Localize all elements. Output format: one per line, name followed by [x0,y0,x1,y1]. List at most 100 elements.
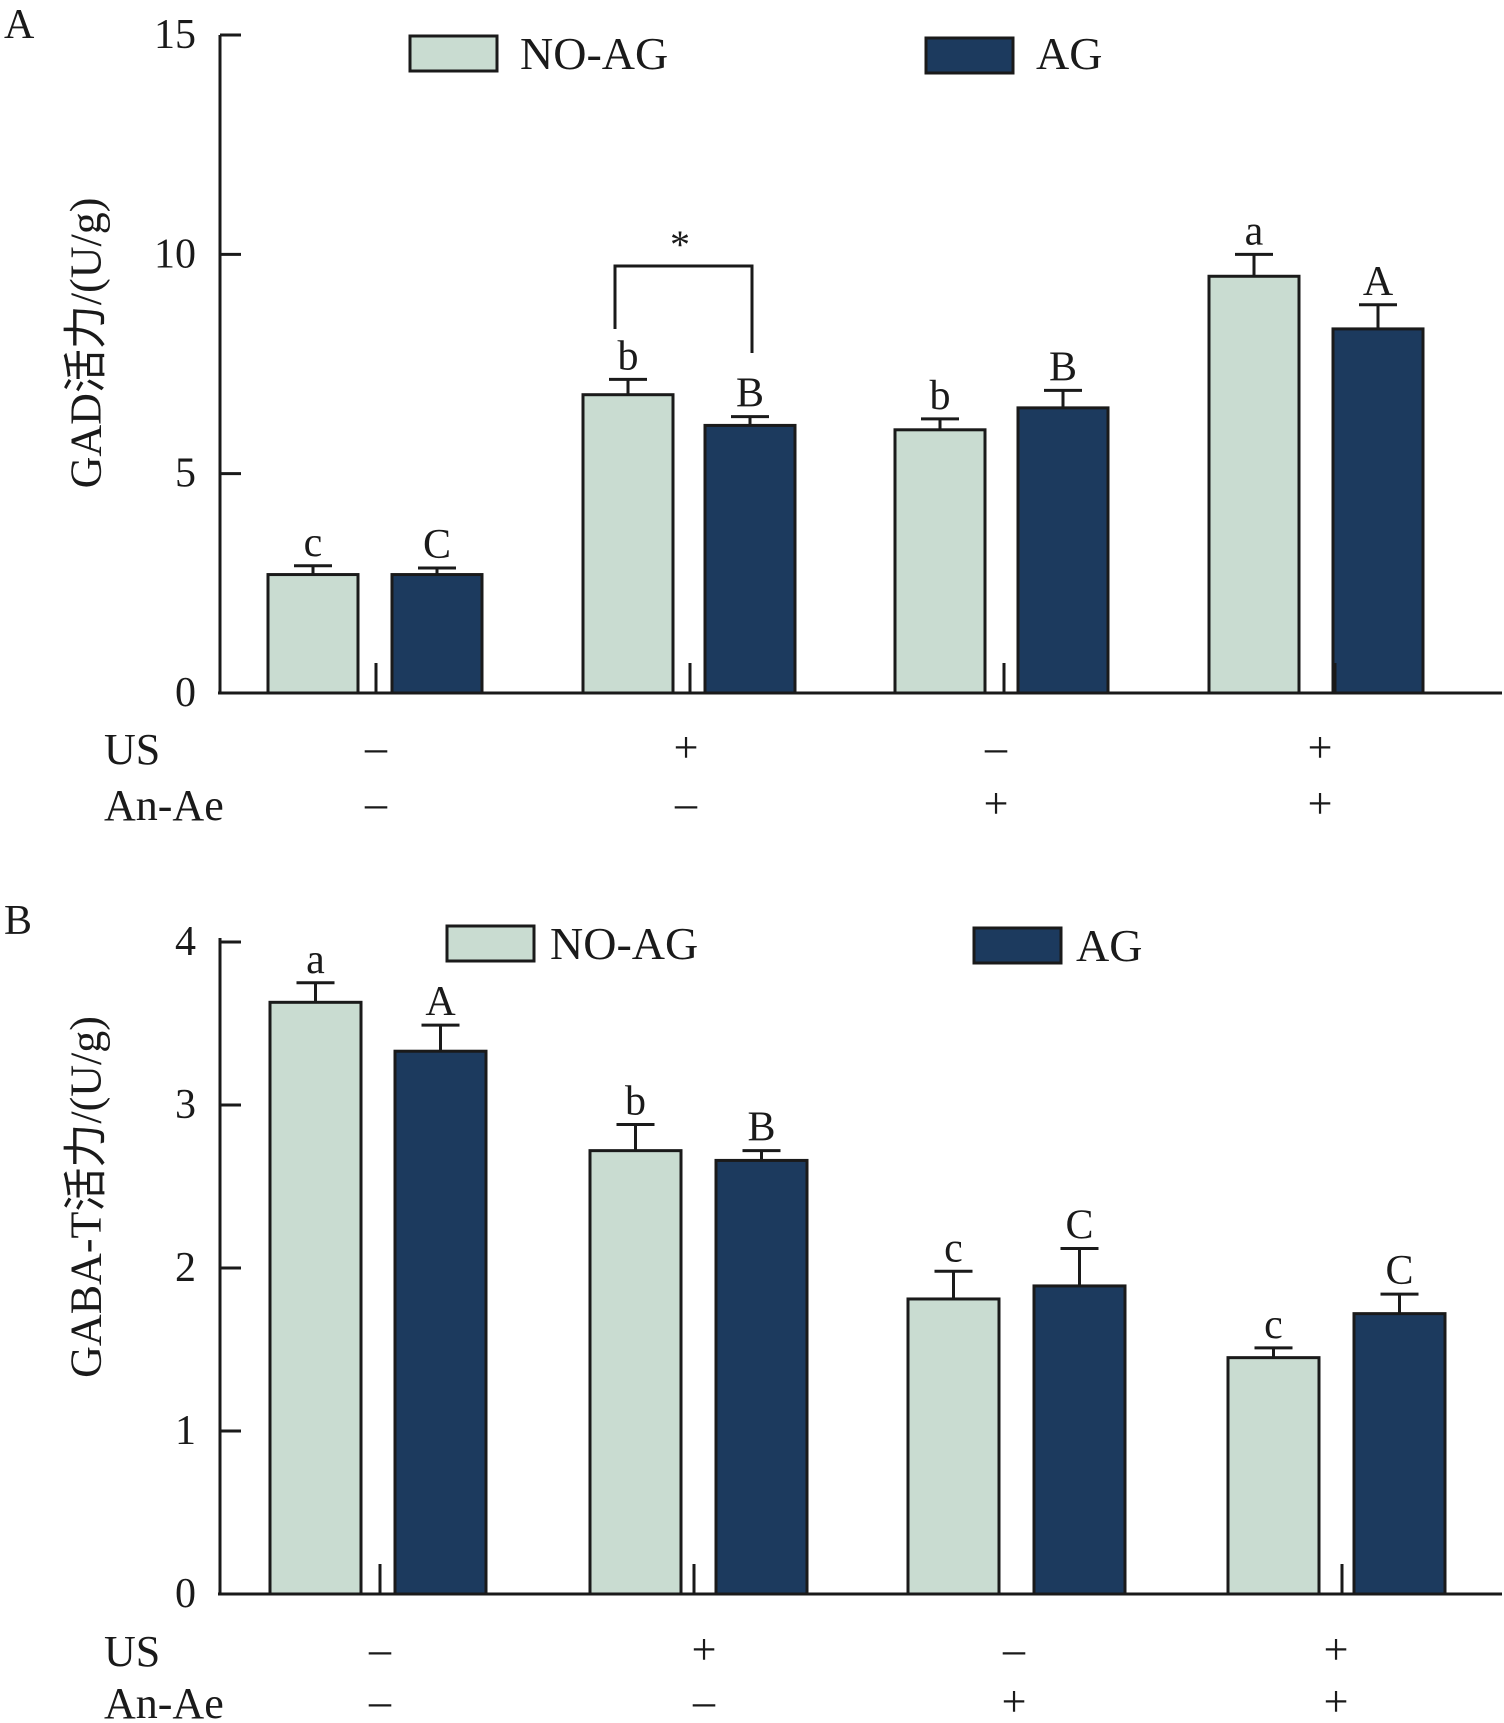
bar-a-s0-c0 [266,573,360,695]
bar-a-s1-c3 [1331,327,1425,695]
sig-letter-b-s1-c1: B [747,1105,775,1151]
sig-letter-a-s1-c0: C [423,522,451,568]
condition-sign-b-anae-3: + [1002,1677,1027,1723]
sig-letter-b-s0-c0: a [306,937,325,983]
error-bar-b-s0-c1 [616,1123,655,1151]
condition-label-b-us: US [104,1627,160,1676]
sig-letter-b-s1-c0: A [425,979,456,1025]
panel-b: B GABA-T活力/(U/g) 0 1 2 3 4 a b c c A B C C NO-AG AG… [4,898,1502,1723]
conditions-a: US An-Ae – + – + – – + + [104,723,1332,830]
sig-letter-a-s0-c0: c [304,520,323,566]
error-bar-b-s1-c3 [1380,1292,1419,1314]
panel-label-a: A [4,2,35,48]
legend-swatch-a-no-ag [408,34,499,73]
significance-star-a: * [670,222,690,267]
error-bar-a-s0-c0 [294,564,332,575]
bars-b [268,981,1447,1596]
bar-b-s0-c2 [906,1297,1001,1596]
bar-b-s1-c1 [714,1158,809,1596]
condition-sign-b-us-3: – [1002,1625,1026,1674]
error-bar-a-s0-c1 [609,377,647,395]
condition-sign-b-anae-4: + [1324,1677,1349,1723]
legend-swatch-b-ag [972,926,1063,965]
sig-letter-a-s0-c3: a [1245,208,1264,254]
x-axis-separators-a [374,663,1337,693]
condition-sign-b-anae-2: – [692,1677,716,1723]
y-tick-label-b-4: 4 [175,919,196,965]
bar-labels-b: a b c c A B C C [306,937,1413,1348]
conditions-b: US An-Ae – + – + – – + + [104,1625,1348,1723]
y-axis-ticks-b: 0 1 2 3 4 [175,919,241,1617]
condition-sign-a-anae-3: + [984,779,1009,828]
bar-b-s0-c0 [268,1000,363,1596]
error-bar-b-s0-c2 [934,1269,973,1299]
sig-letter-b-s0-c3: c [1264,1302,1283,1348]
condition-sign-a-anae-4: + [1308,779,1333,828]
condition-sign-a-us-4: + [1308,723,1333,772]
panel-a: A GAD活力/(U/g) 0 5 10 15 c b b a C B B A * NO-AG AG… [4,2,1502,830]
legend-label-b-no-ag: NO-AG [550,918,698,969]
error-bar-a-s1-c0 [418,566,456,575]
sig-letter-a-s1-c2: B [1049,344,1077,390]
condition-label-b-anae: An-Ae [104,1679,224,1723]
error-bar-a-s1-c3 [1359,303,1397,329]
y-axis-ticks-a: 0 5 10 15 [154,12,241,716]
condition-sign-a-us-1: – [364,723,388,772]
condition-label-a-anae: An-Ae [104,781,224,830]
y-axis-title-b: GABA-T活力/(U/g) [62,1016,111,1378]
sig-letter-a-s0-c1: b [618,333,639,379]
error-bar-a-s0-c2 [921,417,959,430]
bar-b-s0-c3 [1226,1356,1321,1596]
bar-a-s1-c1 [703,423,797,695]
y-axis-title-a: GAD活力/(U/g) [62,198,111,489]
error-bar-a-s1-c2 [1044,388,1082,408]
bar-b-s0-c1 [588,1149,683,1596]
error-bar-b-s0-c0 [296,981,335,1003]
sig-letter-a-s1-c1: B [736,371,764,417]
bar-b-s1-c0 [393,1049,488,1596]
legend-label-b-ag: AG [1076,920,1142,971]
error-bar-a-s0-c3 [1235,252,1273,277]
condition-sign-a-us-2: + [674,723,699,772]
panel-label-b: B [4,898,32,944]
legend-swatch-b-no-ag [445,924,536,963]
y-tick-label-a-1: 5 [175,451,196,497]
condition-sign-a-anae-1: – [364,779,388,828]
error-bar-b-s1-c1 [742,1149,781,1161]
condition-sign-a-us-3: – [984,723,1008,772]
y-tick-label-b-2: 2 [175,1245,196,1291]
legend-label-a-ag: AG [1036,28,1102,79]
bar-a-s0-c2 [893,428,987,695]
y-tick-label-b-3: 3 [175,1082,196,1128]
sig-letter-a-s0-c2: b [930,373,951,419]
bar-a-s0-c3 [1207,274,1301,695]
condition-sign-b-us-4: + [1324,1625,1349,1674]
y-tick-label-a-3: 15 [154,12,196,58]
bar-a-s1-c0 [390,573,484,695]
sig-letter-b-s0-c1: b [625,1079,646,1125]
y-tick-label-a-0: 0 [175,670,196,716]
bar-a-s1-c2 [1016,406,1110,695]
legend-a: NO-AG AG [408,28,1102,79]
condition-sign-b-anae-1: – [368,1677,392,1723]
sig-letter-b-s0-c2: c [944,1225,963,1271]
error-bar-b-s1-c0 [421,1023,460,1052]
bar-labels-a: c b b a C B B A [304,208,1394,568]
condition-sign-b-us-1: – [368,1625,392,1674]
y-tick-label-a-2: 10 [154,231,196,277]
condition-sign-b-us-2: + [692,1625,717,1674]
error-bar-a-s1-c1 [731,415,769,426]
error-bar-b-s0-c3 [1254,1346,1293,1358]
sig-letter-b-s1-c2: C [1065,1202,1093,1248]
sig-letter-b-s1-c3: C [1385,1248,1413,1294]
condition-label-a-us: US [104,725,160,774]
error-bar-b-s1-c2 [1060,1246,1099,1286]
significance-bracket-a: * [613,222,754,353]
bar-b-s1-c2 [1032,1284,1127,1596]
bars-a [266,252,1425,695]
bar-b-s1-c3 [1352,1312,1447,1596]
legend-swatch-a-ag [924,36,1015,75]
x-axis-separators-b [378,1564,1344,1594]
bar-a-s0-c1 [581,393,675,695]
